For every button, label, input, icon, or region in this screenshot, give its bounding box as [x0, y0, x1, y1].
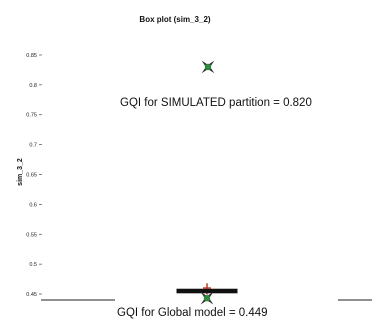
y-axis-ticks: 0.45 0.5 0.55 0.6 0.65 0.7 0.75 0.8 0.85 [26, 53, 42, 298]
y-tick-label: 0.8 [29, 83, 37, 89]
y-tick-label: 0.85 [26, 53, 37, 59]
y-tick-label: 0.6 [29, 202, 37, 208]
outlier-markers [200, 60, 215, 305]
chart-title: Box plot (sim_3_2) [139, 15, 210, 24]
y-tick-label: 0.65 [26, 173, 37, 179]
y-tick-label: 0.75 [26, 113, 37, 119]
y-tick-label: 0.7 [29, 143, 37, 149]
y-tick-label: 0.5 [29, 262, 37, 268]
annotation-global: GQI for Global model = 0.449 [117, 307, 268, 319]
star-marker-center [204, 63, 212, 71]
y-tick-label: 0.45 [26, 292, 37, 298]
star-marker [200, 291, 214, 305]
star-marker-center [203, 294, 211, 302]
annotation-simulated: GQI for SIMULATED partition = 0.820 [120, 97, 312, 109]
y-axis-label: sim_3_2 [17, 158, 24, 186]
y-tick-label: 0.55 [26, 232, 37, 238]
star-marker [201, 60, 215, 74]
